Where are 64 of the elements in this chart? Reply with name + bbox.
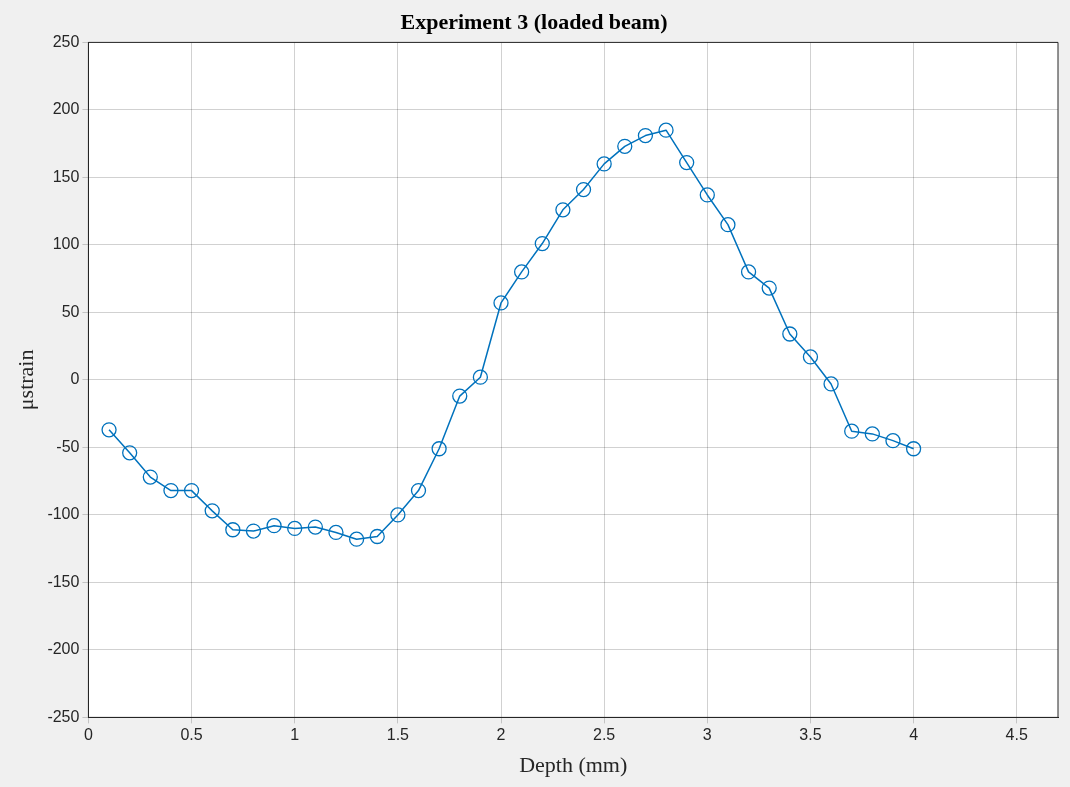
point: [782, 326, 798, 342]
point: [410, 482, 427, 499]
x-tick-label: 2.5: [593, 726, 616, 744]
point: [905, 441, 922, 457]
point: [679, 154, 695, 171]
point: [348, 531, 365, 547]
y-tick-label: -150: [47, 572, 80, 590]
point: [101, 422, 117, 438]
point: [204, 503, 220, 519]
point: [369, 528, 385, 545]
x-tick-label: 0.5: [180, 726, 203, 744]
point: [287, 520, 303, 537]
y-tick-label: 50: [61, 302, 80, 320]
point: [307, 519, 323, 535]
point: [864, 426, 880, 442]
point: [245, 523, 262, 539]
y-tick-label: -250: [47, 707, 80, 725]
point: [472, 369, 489, 385]
y-tick-label: -50: [56, 437, 80, 455]
y-tick-label: 200: [52, 100, 80, 118]
point: [802, 349, 819, 365]
point: [658, 122, 674, 138]
point: [740, 264, 757, 280]
x-tick-label: 3.5: [799, 726, 822, 744]
point: [761, 280, 777, 296]
point: [885, 433, 901, 449]
point: [431, 441, 447, 457]
point: [163, 482, 179, 499]
point: [637, 127, 654, 144]
point: [328, 524, 344, 541]
point: [617, 138, 633, 154]
x-tick-label: 0: [83, 726, 93, 744]
x-axis-title: Depth (mm): [519, 751, 628, 777]
point: [823, 376, 839, 392]
chart-title: Experiment 3 (loaded beam): [400, 8, 668, 34]
x-tick-label: 3: [702, 726, 712, 744]
x-tick-label: 4.5: [1005, 726, 1028, 744]
point: [575, 181, 592, 198]
point: [844, 423, 860, 439]
x-tick-label: 4: [909, 726, 919, 744]
point: [266, 518, 282, 534]
y-tick-label: -100: [47, 505, 80, 523]
point: [699, 187, 715, 203]
point: [390, 507, 406, 523]
point: [183, 482, 200, 499]
point: [122, 445, 138, 461]
y-tick-label: 0: [70, 370, 80, 388]
x-tick-label: 2: [496, 726, 506, 744]
y-tick-label: 100: [52, 235, 80, 253]
y-tick-label: 150: [52, 167, 80, 185]
point: [225, 522, 241, 538]
y-tick-label: 250: [52, 32, 80, 50]
point: [452, 388, 468, 404]
point: [720, 217, 736, 233]
y-tick-label: -200: [47, 640, 80, 658]
point: [534, 235, 550, 252]
point: [493, 295, 509, 311]
point: [513, 264, 530, 280]
x-tick-label: 1.5: [386, 726, 410, 744]
point: [555, 202, 571, 218]
x-tick-label: 1: [290, 726, 300, 744]
point: [596, 156, 612, 172]
point: [142, 469, 158, 485]
y-axis-title: μstrain: [12, 349, 38, 411]
